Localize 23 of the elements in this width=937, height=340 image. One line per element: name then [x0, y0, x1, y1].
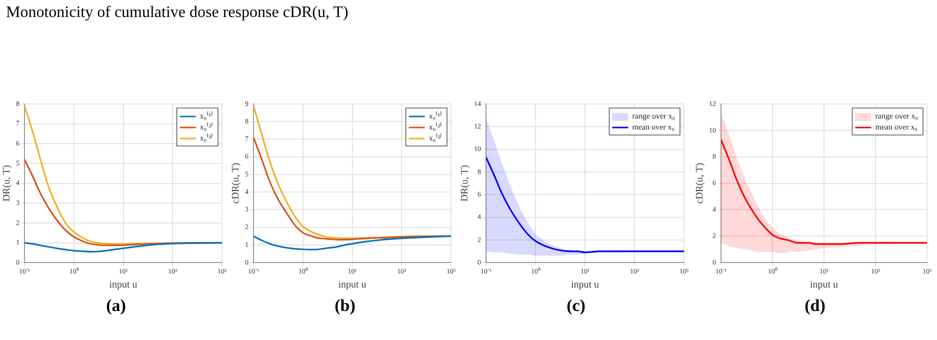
y-axis-title: DR(u, T)	[460, 165, 471, 202]
x-axis-title: input u	[570, 280, 600, 291]
legend-label: mean over x₀	[632, 122, 675, 132]
y-axis-title: DR(u, T)	[2, 165, 13, 202]
legend-label: x₀⁽³⁾	[428, 132, 442, 143]
legend-label: x₀⁽³⁾	[200, 132, 213, 143]
x-axis-title: input u	[338, 280, 366, 291]
annotation: range over x₀	[875, 112, 918, 121]
x-axis-title: input u	[109, 280, 138, 291]
text: (a)	[105, 296, 127, 316]
legend-label: mean over x₀	[875, 122, 918, 132]
legend-label: x₀⁽¹⁾	[200, 110, 213, 121]
x-axis-title: input u	[810, 280, 838, 291]
y-axis-title: cDR(u, T)	[694, 162, 706, 204]
chart-title: Monotonicity of cumulative dose response cDR(u, T)	[6, 4, 348, 22]
text: (c)	[566, 296, 586, 316]
legend-label: x₀⁽²⁾	[428, 122, 442, 132]
legend-label: x₀⁽¹⁾	[428, 110, 442, 121]
annotation: range over x₀	[632, 112, 676, 121]
legend-label: x₀⁽²⁾	[200, 122, 213, 132]
text: (d)	[804, 296, 826, 316]
text: (b)	[334, 296, 356, 316]
y-axis-title: cDR(u, T)	[230, 162, 242, 204]
